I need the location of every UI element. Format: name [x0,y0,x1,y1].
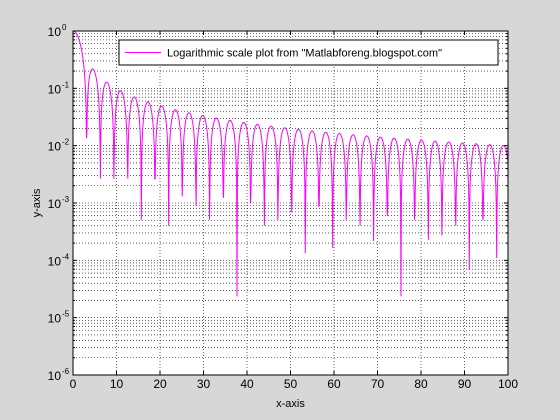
y-tick-label: 10 [48,140,62,154]
x-tick-label: 100 [498,377,518,391]
y-axis-label: y-axis [31,188,43,217]
y-tick-label: 10 [48,369,62,383]
legend: Logarithmic scale plot from "Matlabforen… [118,39,499,66]
x-tick-label: 90 [458,377,472,391]
y-tick-label-exponent: 0 [62,23,67,32]
y-tick-label: 10 [48,312,62,326]
x-tick-label: 70 [371,377,385,391]
x-tick-labels: 0 10 20 30 40 50 60 70 80 90 100 [70,377,519,391]
y-tick-label-exponent: -2 [62,138,70,147]
y-tick-label: 10 [48,254,62,268]
legend-box [118,39,499,66]
y-tick-label-exponent: -5 [62,310,70,319]
legend-label: Logarithmic scale plot from "Matlabforen… [167,48,442,60]
x-tick-label: 40 [240,377,254,391]
x-tick-label: 10 [110,377,124,391]
y-tick-label: 10 [48,197,62,211]
x-tick-label: 30 [197,377,211,391]
y-tick-label-exponent: -1 [62,80,70,89]
y-tick-label-exponent: -6 [62,367,70,376]
x-tick-label: 60 [327,377,341,391]
y-tick-label-exponent: -3 [62,195,70,204]
x-tick-label: 80 [414,377,428,391]
x-tick-label: 50 [284,377,298,391]
x-tick-label: 20 [153,377,167,391]
x-tick-label: 0 [70,377,77,391]
series-line [73,31,508,297]
axis-ticks [72,31,509,376]
y-tick-label: 10 [48,25,62,39]
y-tick-label: 10 [48,82,62,96]
x-axis-label: x-axis [276,398,305,410]
y-tick-label-exponent: -4 [62,252,70,261]
